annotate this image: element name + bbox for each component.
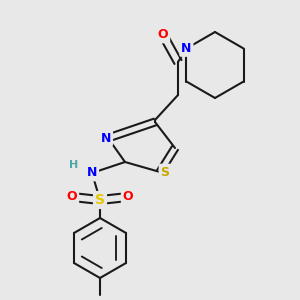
Text: O: O	[158, 28, 168, 41]
Text: S: S	[160, 166, 169, 178]
Text: S: S	[95, 193, 105, 207]
Text: O: O	[123, 190, 133, 203]
Text: O: O	[67, 190, 77, 203]
Text: N: N	[181, 42, 192, 55]
Text: N: N	[87, 167, 97, 179]
Text: N: N	[101, 131, 111, 145]
Text: H: H	[69, 160, 79, 170]
